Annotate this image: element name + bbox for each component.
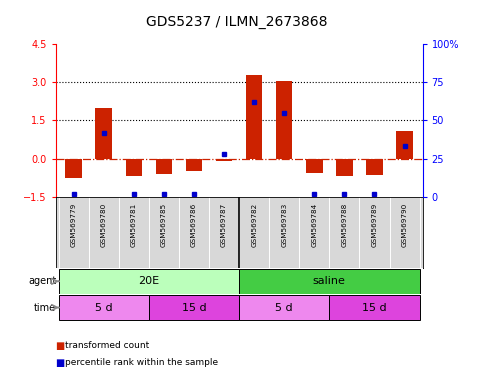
Bar — [276, 81, 293, 159]
Text: GSM569784: GSM569784 — [312, 202, 317, 247]
Bar — [156, 159, 172, 174]
Bar — [329, 295, 420, 320]
Text: 20E: 20E — [138, 276, 159, 286]
Text: transformed count: transformed count — [65, 341, 149, 350]
Bar — [306, 159, 323, 172]
Text: GSM569786: GSM569786 — [191, 202, 197, 247]
Text: GSM569783: GSM569783 — [281, 202, 287, 247]
Bar — [239, 295, 329, 320]
Text: GSM569779: GSM569779 — [71, 202, 77, 247]
Text: GSM569785: GSM569785 — [161, 202, 167, 247]
Text: GDS5237 / ILMN_2673868: GDS5237 / ILMN_2673868 — [146, 15, 327, 29]
Text: GSM569787: GSM569787 — [221, 202, 227, 247]
Bar — [96, 108, 112, 159]
Bar — [126, 159, 142, 176]
Text: percentile rank within the sample: percentile rank within the sample — [65, 358, 218, 367]
Bar — [396, 131, 413, 159]
Text: ■: ■ — [56, 358, 65, 368]
Text: GSM569788: GSM569788 — [341, 202, 347, 247]
Text: 15 d: 15 d — [362, 303, 387, 313]
Text: saline: saline — [313, 276, 346, 286]
Bar — [58, 295, 149, 320]
Text: 15 d: 15 d — [182, 303, 206, 313]
Bar — [216, 159, 232, 161]
Text: GSM569789: GSM569789 — [371, 202, 378, 247]
Bar — [58, 269, 239, 294]
Text: GSM569781: GSM569781 — [131, 202, 137, 247]
Text: ■: ■ — [56, 341, 65, 351]
Bar — [185, 159, 202, 171]
Bar — [149, 295, 239, 320]
Bar — [336, 159, 353, 176]
Bar — [239, 269, 420, 294]
Bar — [246, 74, 262, 159]
Text: 5 d: 5 d — [275, 303, 293, 313]
Text: GSM569790: GSM569790 — [401, 202, 408, 247]
Text: 5 d: 5 d — [95, 303, 113, 313]
Text: GSM569780: GSM569780 — [100, 202, 107, 247]
Text: time: time — [34, 303, 56, 313]
Text: agent: agent — [28, 276, 56, 286]
Bar — [366, 159, 383, 175]
Text: GSM569782: GSM569782 — [251, 202, 257, 247]
Bar — [65, 159, 82, 178]
